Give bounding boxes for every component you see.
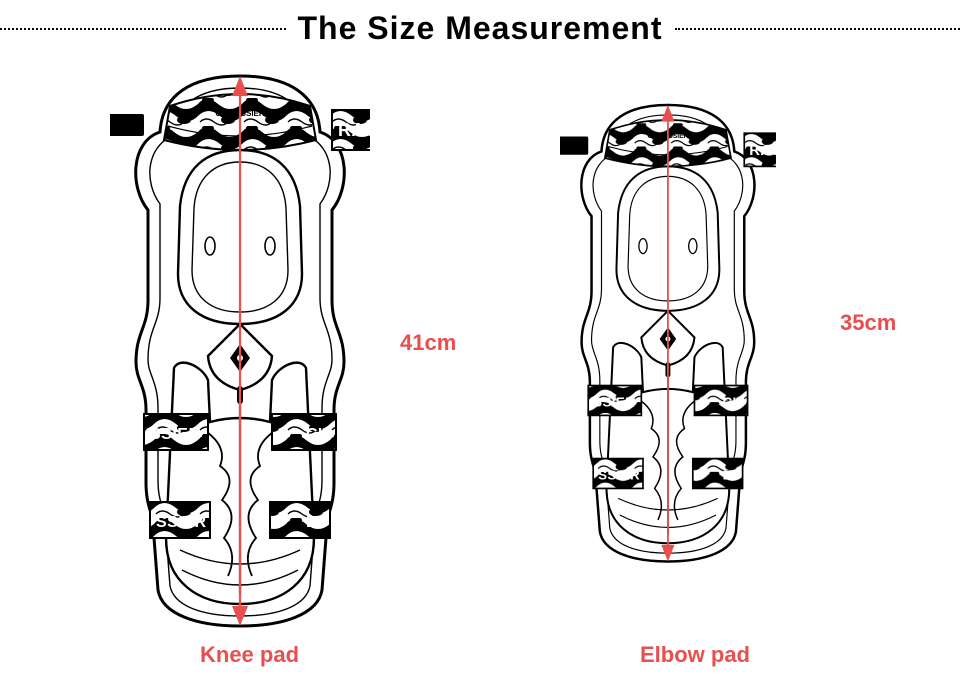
pad-caption-knee: Knee pad [200, 642, 299, 668]
pad-caption-elbow: Elbow pad [640, 642, 750, 668]
pad-col-knee: CUIRASSIER RASS SSIER [0, 60, 500, 680]
dotted-line-right [675, 28, 960, 30]
pad-diagram-elbow: CUIRASSIER RASS SSIER [560, 100, 776, 565]
pad-col-elbow: CUIRASSIER RASS SSIER [500, 60, 960, 680]
size-label-knee: 41cm [400, 330, 456, 356]
page-title: The Size Measurement [286, 10, 675, 47]
size-label-elbow: 35cm [840, 310, 896, 336]
pads-row: CUIRASSIER RASS SSIER [0, 60, 960, 680]
svg-text:RASS: RASS [338, 120, 370, 140]
svg-text:CU: CU [306, 426, 330, 443]
svg-text:SSIER: SSIER [156, 514, 207, 531]
svg-text:RASS: RASS [749, 142, 776, 159]
title-row: The Size Measurement [0, 10, 960, 47]
svg-text:SSIER: SSIER [150, 426, 201, 443]
svg-text:CU: CU [723, 394, 743, 409]
svg-text:E: E [723, 467, 732, 482]
svg-text:SSIER: SSIER [593, 394, 635, 409]
svg-text:SSIER: SSIER [598, 467, 640, 482]
svg-text:E: E [306, 514, 317, 531]
pad-diagram-knee: CUIRASSIER RASS SSIER [110, 70, 370, 630]
dotted-line-left [0, 28, 286, 30]
